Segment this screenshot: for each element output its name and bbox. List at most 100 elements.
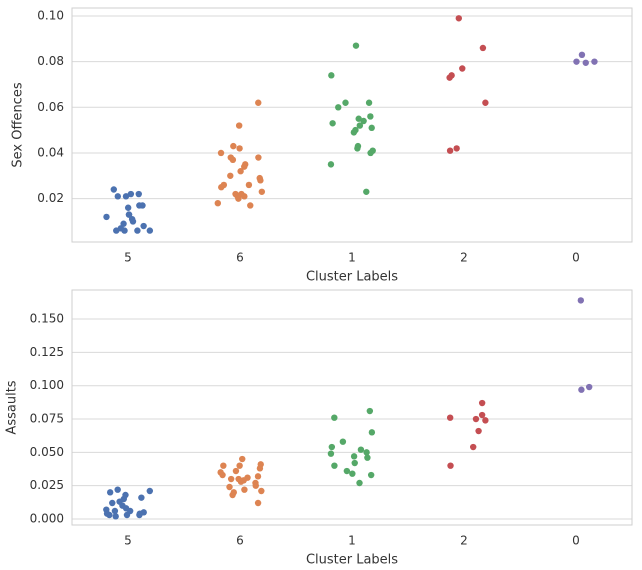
point: [113, 227, 120, 234]
point: [258, 487, 265, 495]
point: [103, 213, 110, 221]
y-tick-label: 0.08: [37, 54, 64, 68]
point: [110, 186, 117, 193]
y-axis-label: Sex Offences: [11, 82, 26, 167]
point: [235, 122, 243, 129]
point: [239, 455, 246, 463]
point: [236, 462, 243, 469]
point: [236, 145, 243, 152]
y-tick-label: 0.02: [37, 191, 64, 205]
point: [573, 58, 580, 65]
y-tick-label: 0.100: [30, 378, 64, 392]
point: [122, 193, 130, 200]
point: [328, 443, 336, 451]
point: [470, 443, 477, 451]
x-tick-label: 2: [460, 251, 468, 265]
point: [237, 168, 244, 175]
point: [220, 462, 227, 469]
point: [217, 149, 225, 157]
x-axis-label: Cluster Labels: [306, 553, 398, 568]
point: [125, 211, 133, 218]
point: [331, 462, 338, 469]
y-tick-label: 0.025: [30, 478, 64, 492]
point: [237, 478, 245, 485]
point: [363, 449, 370, 456]
point: [245, 181, 253, 189]
x-tick-label: 1: [348, 534, 356, 548]
point: [229, 156, 237, 164]
point: [111, 507, 119, 515]
point: [134, 227, 141, 234]
point: [146, 227, 154, 234]
point: [235, 195, 242, 202]
point: [218, 184, 225, 191]
y-tick-label: 0.075: [30, 412, 64, 426]
point: [365, 99, 373, 106]
point: [459, 65, 466, 72]
point: [582, 59, 589, 66]
point: [229, 491, 236, 499]
point: [112, 513, 119, 520]
x-tick-label: 5: [124, 534, 132, 548]
point: [255, 99, 262, 106]
point: [331, 414, 338, 421]
point: [479, 44, 487, 52]
point: [241, 486, 248, 493]
point: [256, 465, 264, 472]
point: [577, 297, 585, 304]
point: [350, 129, 358, 136]
point: [585, 383, 593, 391]
point: [355, 115, 362, 122]
point: [446, 414, 454, 421]
point: [252, 482, 259, 489]
point: [327, 450, 335, 457]
point: [124, 204, 132, 211]
point: [367, 149, 374, 157]
x-tick-label: 0: [572, 534, 580, 548]
point: [364, 454, 371, 461]
x-tick-label: 6: [236, 534, 244, 548]
point: [114, 193, 122, 200]
point: [455, 15, 463, 22]
point: [328, 72, 335, 79]
point: [591, 58, 598, 65]
point: [136, 202, 143, 209]
point: [327, 161, 335, 168]
point: [227, 172, 234, 179]
point: [140, 222, 147, 230]
point: [453, 145, 460, 152]
plot-frame: [71, 289, 633, 526]
point: [368, 429, 376, 436]
y-tick-label: 0.150: [30, 312, 64, 326]
y-axis-label: Assaults: [5, 380, 20, 434]
x-tick-label: 2: [460, 534, 468, 548]
point: [352, 42, 360, 49]
point: [257, 177, 264, 184]
point: [241, 163, 248, 170]
point: [363, 188, 370, 195]
plot-frame: [71, 7, 633, 243]
y-tick-label: 0.125: [30, 345, 64, 359]
point: [354, 145, 361, 152]
point: [343, 467, 351, 475]
point: [226, 483, 233, 491]
point: [258, 188, 266, 195]
point: [109, 499, 116, 507]
y-tick-label: 0.000: [30, 512, 64, 526]
point: [339, 438, 347, 445]
point: [254, 499, 262, 507]
point: [123, 511, 131, 519]
point: [254, 473, 262, 480]
point: [241, 193, 248, 200]
x-axis-label: Cluster Labels: [306, 270, 398, 285]
point: [247, 202, 254, 209]
point: [227, 475, 235, 483]
point: [138, 494, 145, 501]
point: [146, 487, 154, 495]
point: [127, 190, 135, 198]
x-tick-label: 0: [572, 251, 580, 265]
point: [121, 227, 128, 234]
point: [367, 113, 374, 120]
point: [232, 467, 240, 475]
